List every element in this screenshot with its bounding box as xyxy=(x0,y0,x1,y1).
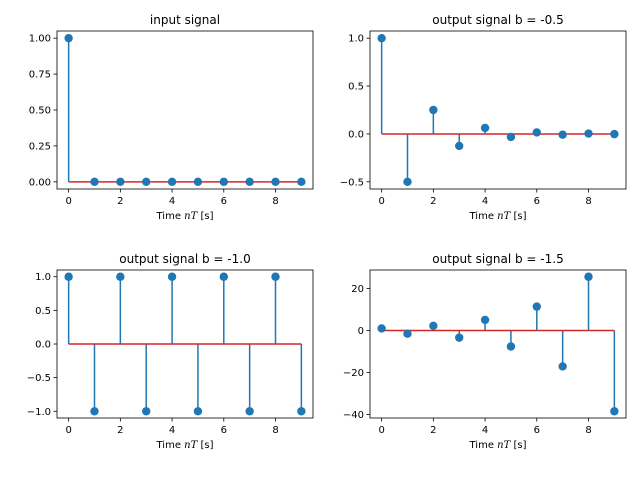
x-tick-label: 0 xyxy=(378,425,384,436)
stem-marker xyxy=(245,177,254,187)
stem-marker xyxy=(219,272,228,281)
x-tick-label: 0 xyxy=(65,196,71,207)
y-tick-label: −1.0 xyxy=(27,407,51,418)
y-tick-label: 20 xyxy=(351,284,364,295)
stem-marker xyxy=(90,407,99,416)
stem-marker xyxy=(64,33,73,43)
axes-frame xyxy=(56,30,314,190)
x-tick-label: 6 xyxy=(221,196,227,207)
y-tick-label: 0.00 xyxy=(29,177,51,188)
axes-frame xyxy=(369,269,627,419)
stem-marker xyxy=(558,130,567,139)
x-axis-label: Time nT [s] xyxy=(469,440,527,451)
stem-marker xyxy=(90,177,99,187)
x-tick-label: 2 xyxy=(117,425,123,436)
x-tick-label: 6 xyxy=(534,196,540,207)
axes-frame xyxy=(369,30,627,190)
x-tick-label: 8 xyxy=(585,196,591,207)
y-tick-label: −20 xyxy=(343,368,364,379)
x-tick-label: 2 xyxy=(430,196,436,207)
x-tick-label: 4 xyxy=(169,196,175,207)
x-tick-label: 4 xyxy=(482,196,488,207)
stem-marker xyxy=(167,177,177,187)
stem-marker xyxy=(64,272,73,281)
y-tick-label: 0.75 xyxy=(29,70,51,81)
stem-marker xyxy=(455,333,464,342)
stem-marker xyxy=(116,272,125,281)
y-tick-label: 0.5 xyxy=(348,82,364,93)
y-tick-label: 0 xyxy=(358,326,364,337)
stem-marker xyxy=(193,177,203,187)
stem-marker xyxy=(610,129,619,139)
y-tick-label: 0.50 xyxy=(29,106,51,117)
stem-marker xyxy=(142,177,151,187)
y-tick-label: −40 xyxy=(343,410,364,421)
stem-marker xyxy=(480,315,490,325)
stem-marker xyxy=(506,132,516,142)
y-tick-label: 1.0 xyxy=(348,34,364,45)
stem-marker xyxy=(167,272,177,281)
x-tick-label: 0 xyxy=(65,425,71,436)
stem-marker xyxy=(271,177,280,187)
x-axis-label: Time nT [s] xyxy=(156,440,214,451)
stem-marker xyxy=(584,129,593,138)
y-tick-label: 1.00 xyxy=(29,34,51,45)
subplot-output-b-0.5: 0 2 4 6 8 −0.5 0.0 0.5 1.0 output signal b = -0.5… xyxy=(340,13,627,222)
subplot-output-b-1.5: 0 2 4 6 8 −40 −20 0 20 output signal b = -1.5 Time… xyxy=(343,252,627,451)
stem-marker xyxy=(532,302,541,311)
stem-marker xyxy=(193,407,203,416)
x-tick-label: 4 xyxy=(482,425,488,436)
y-tick-label: −0.5 xyxy=(340,177,364,188)
subplot-input-signal: 0 2 4 6 8 0.00 0.25 0.50 0.75 1.00 input signal Tim… xyxy=(29,13,314,222)
x-tick-label: 8 xyxy=(272,196,278,207)
x-tick-label: 6 xyxy=(221,425,227,436)
stem-marker xyxy=(610,407,619,416)
stem-marker xyxy=(142,407,151,416)
stem-marker xyxy=(532,128,541,137)
stem-marker xyxy=(429,105,438,115)
stem-marker xyxy=(377,33,386,43)
subplot-title: output signal b = -1.0 xyxy=(119,252,250,266)
y-tick-label: 1.0 xyxy=(35,272,51,283)
x-tick-label: 2 xyxy=(430,425,436,436)
stem-marker xyxy=(116,177,125,187)
subplot-title: output signal b = -0.5 xyxy=(432,13,563,27)
stem-marker xyxy=(297,177,306,187)
stem-marker xyxy=(245,407,254,416)
x-tick-label: 4 xyxy=(169,425,175,436)
x-tick-label: 2 xyxy=(117,196,123,207)
stem-marker xyxy=(403,177,412,187)
subplot-title: input signal xyxy=(150,13,220,27)
stem-marker xyxy=(377,324,386,333)
stem-marker xyxy=(297,407,306,416)
subplot-output-b-1.0: 0 2 4 6 8 −1.0 −0.5 0.0 0.5 1.0 output signal b = … xyxy=(27,252,314,451)
stem-marker xyxy=(219,177,228,187)
x-tick-label: 8 xyxy=(585,425,591,436)
stem-marker xyxy=(506,342,516,351)
y-tick-label: 0.0 xyxy=(348,129,364,140)
stem-marker xyxy=(558,362,567,371)
stem-marker xyxy=(429,321,438,331)
stem-marker xyxy=(584,272,593,281)
subplot-title: output signal b = -1.5 xyxy=(432,252,563,266)
y-tick-label: 0.0 xyxy=(35,340,51,351)
x-tick-label: 8 xyxy=(272,425,278,436)
y-tick-label: −0.5 xyxy=(27,373,51,384)
y-tick-label: 0.5 xyxy=(35,306,51,317)
stem-marker xyxy=(455,141,464,151)
stem-marker xyxy=(271,272,280,281)
x-axis-label: Time nT [s] xyxy=(469,211,527,222)
stem-marker xyxy=(403,329,412,338)
stem-marker xyxy=(480,123,490,133)
x-axis-label: Time nT [s] xyxy=(156,211,214,222)
y-tick-label: 0.25 xyxy=(29,141,51,152)
x-tick-label: 6 xyxy=(534,425,540,436)
x-tick-label: 0 xyxy=(378,196,384,207)
